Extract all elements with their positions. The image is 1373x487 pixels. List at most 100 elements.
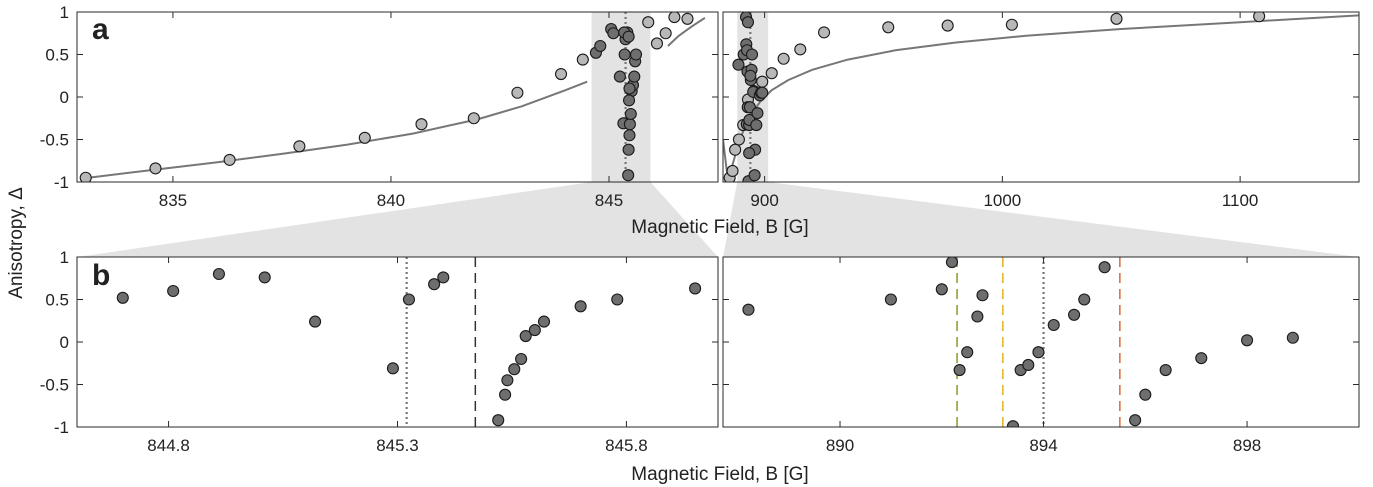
dark-data-point [1078,293,1091,306]
dark-data-point [945,257,959,269]
dark-data-point [537,315,551,328]
dark-data-point [622,169,635,182]
y-tick-label: 0 [60,88,69,107]
y-tick-label: 0.5 [45,46,69,65]
light-data-point [642,16,655,29]
plot-area [116,257,702,427]
dark-data-point [623,82,636,95]
dark-data-point [1098,261,1111,274]
x-tick-label: 890 [826,436,854,455]
light-data-point [576,53,589,66]
x-axis-label-top: Magnetic Field, B [G] [631,217,808,238]
light-data-point [293,140,306,153]
x-tick-label: 845.3 [376,436,419,455]
light-data-point [223,153,236,166]
dark-data-point [499,388,512,401]
x-tick-label: 900 [750,191,778,210]
dark-data-point [437,271,450,284]
light-data-point [149,162,162,175]
dark-data-point [167,284,180,298]
light-data-point [777,52,790,65]
light-data-point [79,171,92,182]
dark-data-point [622,143,635,156]
panel-a-left: 835 840 845 1 0.5 0 -0.5 -1 [40,3,719,210]
axes-frame [722,11,1360,183]
dark-data-point [976,289,989,302]
dark-data-point [1022,358,1035,372]
x-tick-label: 845.8 [605,436,648,455]
dark-data-point [607,27,620,40]
x-tick-label: 898 [1233,436,1261,455]
light-data-point [817,26,831,39]
dark-data-point [742,303,755,316]
dark-data-point [750,119,763,132]
y-tick-label: 1 [60,248,69,267]
light-data-point [467,112,480,125]
dark-data-point [492,414,505,427]
dark-data-point [519,329,532,343]
dark-data-point [756,86,769,99]
light-data-point [882,21,895,34]
dark-data-point [501,374,514,387]
dark-data-point [884,293,897,306]
dark-data-point [613,70,626,83]
dark-data-point [629,48,643,61]
y-tick-label: -0.5 [40,131,69,150]
y-tick-label: -0.5 [40,376,69,395]
x-tick-label: 845 [595,191,623,210]
x-tick-label: 840 [377,191,405,210]
light-data-point [732,133,745,146]
x-axis-label-bottom: Magnetic Field, B [G] [631,464,808,485]
light-data-point [415,118,428,131]
dark-data-point [618,48,631,61]
dark-data-point [1129,414,1142,427]
light-data-point [511,86,524,99]
dark-data-point [212,267,225,281]
dark-data-point [1286,331,1299,344]
x-tick-label: 844.8 [147,436,190,455]
dark-data-point [594,39,607,53]
panel-letter-a: a [92,13,109,46]
light-data-point [941,19,954,32]
fit-curve-0 [727,14,1359,182]
y-tick-label: 0 [60,333,69,352]
y-tick-label: -1 [54,418,69,437]
dark-data-point [528,324,541,337]
x-tick-label: 1100 [1222,191,1259,210]
light-data-point [1005,18,1018,31]
light-data-point [1110,12,1123,25]
dark-data-point [689,282,702,295]
dark-data-point [745,48,759,61]
dark-data-point [628,70,641,83]
zoom-connector-0 [77,182,718,257]
light-data-point [668,12,681,24]
fit-curve-1 [667,17,706,47]
dark-data-point [623,129,636,142]
light-data-point [681,12,694,25]
dark-data-point [611,293,624,306]
dark-data-point [1139,388,1152,401]
dark-data-point [744,69,757,82]
dark-data-point [953,363,966,377]
panel-letter-b: b [92,259,110,292]
light-data-point [358,131,371,144]
panel-b-left: 844.8 845.3 845.8 1 0.5 0 -0.5 -1 [40,248,719,455]
dark-data-point [622,30,635,43]
dark-data-point [515,352,528,366]
fit-curve-0 [81,80,588,180]
light-data-point [729,143,742,156]
y-tick-label: 1 [60,3,69,22]
axes-frame [722,256,1360,428]
dark-data-point [116,291,129,304]
dark-data-point [1006,420,1020,427]
zoom-connectors [77,182,1359,257]
dark-data-point [971,310,984,323]
dark-data-point [1195,352,1208,365]
light-data-point [659,27,672,40]
plot-area [79,12,706,182]
y-tick-label: -1 [54,173,69,192]
dark-data-point [751,107,764,120]
y-axis-label: Anisotropy, Δ [6,187,27,299]
dark-data-point [732,58,745,71]
